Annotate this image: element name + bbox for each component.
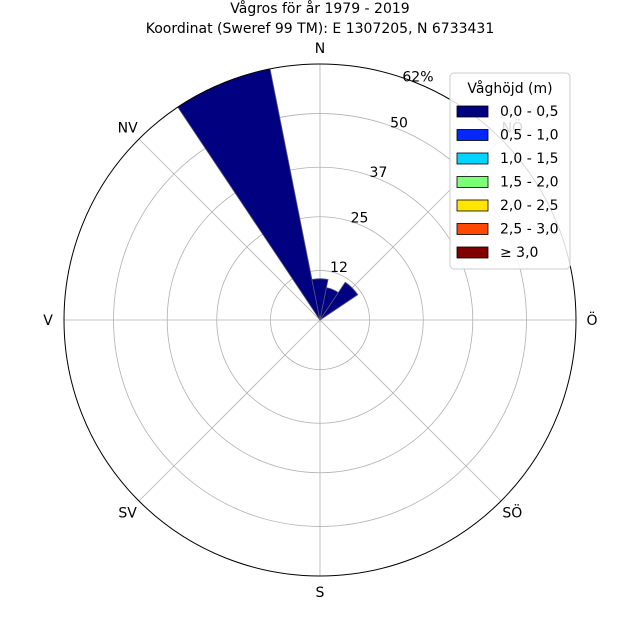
legend-label-5: 2,5 - 3,0 <box>500 222 558 238</box>
chart-title: Vågros för år 1979 - 2019 <box>230 0 409 17</box>
legend-swatch-3 <box>456 176 489 188</box>
ring-label-50: 50 <box>390 115 408 131</box>
legend: Våghöjd (m) 0,0 - 0,5 0,5 - 1,0 1,0 - 1,5 1,… <box>449 72 571 270</box>
sector-0 <box>311 278 329 321</box>
legend-label-3: 1,5 - 2,0 <box>500 175 558 191</box>
direction-label-o: Ö <box>586 311 597 329</box>
legend-swatch-5 <box>456 223 489 235</box>
direction-label-n: N <box>315 41 325 57</box>
legend-box <box>449 72 571 270</box>
legend-label-0: 0,0 - 0,5 <box>500 104 558 120</box>
spoke-sv <box>138 319 321 502</box>
ring-label-25: 25 <box>351 211 369 227</box>
legend-swatch-2 <box>456 152 489 165</box>
legend-label-6: ≥ 3,0 <box>500 245 538 261</box>
grid-ring-37 <box>166 166 474 474</box>
legend-swatch-4 <box>456 199 489 212</box>
legend-label-1: 0,5 - 1,0 <box>500 128 558 144</box>
legend-label-2: 1,0 - 1,5 <box>500 151 558 167</box>
legend-label-4: 2,0 - 2,5 <box>500 198 558 214</box>
legend-swatch-0 <box>456 105 489 118</box>
ring-label-12: 12 <box>330 260 348 276</box>
direction-label-v: V <box>43 313 53 329</box>
legend-swatch-6 <box>456 246 489 259</box>
sector-45 <box>319 281 359 321</box>
outer-frame <box>63 63 577 577</box>
ring-label-37: 37 <box>370 165 388 181</box>
spoke-so <box>319 319 502 502</box>
direction-label-s: S <box>316 585 325 601</box>
grid-ring-12 <box>270 270 370 370</box>
sector-338 <box>177 68 321 321</box>
grid-ring-50 <box>113 113 527 527</box>
grid <box>64 64 576 576</box>
ring-label-max: 62% <box>402 69 433 85</box>
legend-swatch-1 <box>456 129 489 141</box>
legend-title: Våghöjd (m) <box>467 80 552 97</box>
grid-ring-25 <box>216 216 424 424</box>
spoke-nv <box>138 138 321 321</box>
chart-subtitle: Koordinat (Sweref 99 TM): E 1307205, N 6… <box>146 21 495 37</box>
direction-label-sv: SV <box>118 505 137 521</box>
direction-label-nv: NV <box>118 121 138 137</box>
sectors <box>63 63 577 577</box>
direction-label-so: SÖ <box>502 503 522 521</box>
